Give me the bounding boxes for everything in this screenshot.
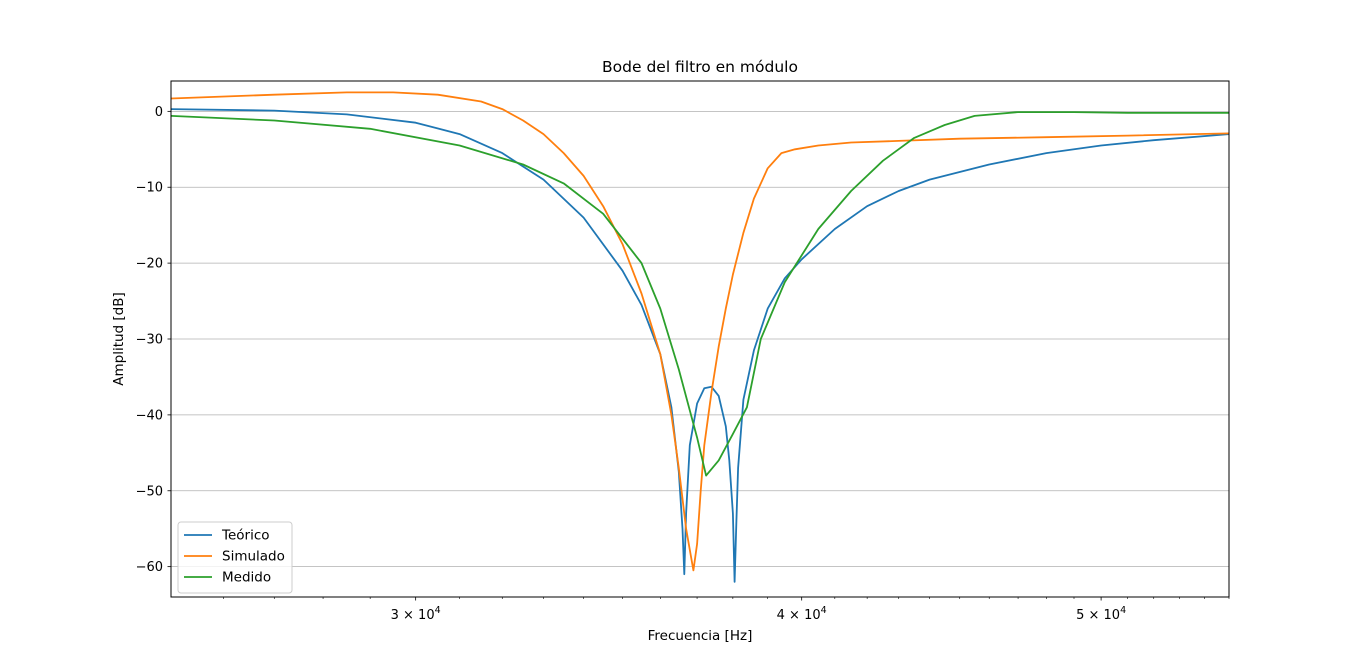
legend-label: Teórico <box>221 528 270 544</box>
legend: Teórico Simulado Medido <box>177 521 293 594</box>
y-tick-label: 0 <box>155 105 163 120</box>
x-axis-label: Frecuencia [Hz] <box>648 628 753 644</box>
legend-label: Medido <box>222 570 271 586</box>
x-tick-label: 4 × 104 <box>777 605 827 623</box>
y-tick-label: −10 <box>136 181 163 196</box>
series-line-2 <box>170 91 1230 572</box>
x-tick-label: 3 × 104 <box>391 605 441 623</box>
series-layer <box>170 91 1230 583</box>
y-tick-label: −50 <box>136 484 163 499</box>
y-tick-label: −60 <box>136 560 163 575</box>
y-axis-label: Amplitud [dB] <box>111 292 127 386</box>
chart-title: Bode del filtro en módulo <box>602 58 798 76</box>
y-tick-label: −30 <box>136 333 163 348</box>
y-tick-label: −20 <box>136 257 163 272</box>
series-line-1 <box>170 108 1230 583</box>
x-tick-label: 5 × 104 <box>1076 605 1126 623</box>
legend-box <box>177 521 293 594</box>
legend-label: Simulado <box>222 549 285 565</box>
tick-layer: 0 −10 −20 −30 −40 −50 −60 3 × 104 4 × 104 5 × 104 <box>136 105 1230 623</box>
y-tick-label: −40 <box>136 408 163 423</box>
series-line-3 <box>170 111 1229 477</box>
